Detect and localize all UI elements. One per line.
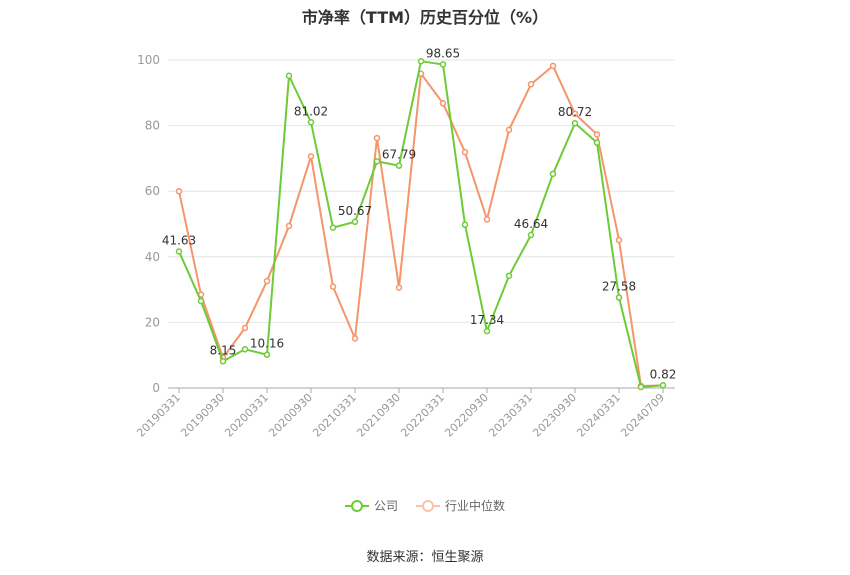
- data-label-company-20190930: 8.15: [210, 343, 237, 357]
- point-company-20211231: [417, 58, 425, 65]
- point-industry-20230930: [571, 110, 579, 118]
- point-industry-20231231: [593, 131, 601, 138]
- point-company-20200930: [307, 119, 315, 126]
- point-company-20191231: [241, 346, 249, 353]
- data-source-note: 数据来源：恒生聚源: [366, 550, 484, 565]
- point-industry-20220331: [439, 100, 447, 107]
- point-company-20220331: [439, 61, 447, 68]
- data-label-company-20210930: 67.79: [382, 148, 416, 162]
- point-company-20210331: [351, 218, 359, 226]
- point-company-20210930: [395, 162, 403, 169]
- point-company-20200331: [263, 351, 271, 358]
- point-company-20220930: [483, 327, 491, 335]
- legend-swatch-company: [344, 499, 369, 512]
- legend-item-company[interactable]: 公司: [344, 497, 398, 514]
- y-tick-label-20: 20: [145, 315, 160, 329]
- y-tick-label-0: 0: [152, 381, 160, 395]
- point-industry-20230331: [527, 81, 535, 88]
- legend: 公司 行业中位数: [0, 497, 850, 514]
- point-industry-20220630: [461, 148, 469, 156]
- point-industry-20221231: [505, 126, 513, 134]
- point-company-20230630: [549, 170, 557, 178]
- y-tick-label-80: 80: [145, 119, 160, 133]
- point-company-20200630: [285, 72, 293, 79]
- point-industry-20220930: [483, 216, 491, 223]
- legend-label-company: 公司: [373, 499, 398, 513]
- y-tick-label-40: 40: [145, 250, 160, 264]
- x-tick-label-20190930: 20190930: [178, 391, 227, 440]
- data-label-company-20200930: 81.02: [294, 104, 328, 118]
- point-industry-20230630: [549, 62, 557, 70]
- grid-lines: [168, 59, 675, 323]
- x-tick-label-20200930: 20200930: [266, 391, 315, 440]
- point-industry-20210930: [395, 284, 403, 291]
- point-company-20240709: [659, 382, 667, 389]
- data-label-company-20200331: 10.16: [250, 337, 284, 351]
- x-tick-label-20230331: 20230331: [486, 391, 535, 440]
- point-company-20190630: [197, 297, 205, 305]
- point-company-20190930: [219, 358, 227, 365]
- point-industry-20190331: [175, 187, 183, 195]
- data-label-company-20230331: 46.64: [514, 217, 548, 231]
- point-company-20240630: [637, 383, 645, 391]
- point-company-20220630: [461, 221, 469, 228]
- x-tick-label-20200331: 20200331: [222, 391, 271, 440]
- chart-title: 市净率（TTM）历史百分位（%）: [301, 8, 549, 27]
- x-tick-label-20190331: 20190331: [134, 391, 183, 440]
- point-company-20240331: [615, 294, 623, 301]
- x-tick-label-20210331: 20210331: [310, 391, 359, 440]
- point-industry-20200630: [285, 222, 293, 230]
- point-company-20231231: [593, 139, 601, 146]
- x-tick-label-20220331: 20220331: [398, 391, 447, 440]
- y-tick-label-100: 100: [137, 53, 160, 67]
- data-label-company-20220331: 98.65: [426, 46, 460, 60]
- data-label-company-20230930: 80.72: [558, 105, 592, 119]
- point-company-20190331: [175, 248, 183, 255]
- legend-item-industry[interactable]: 行业中位数: [416, 497, 505, 514]
- x-tick-label-20240331: 20240331: [574, 391, 623, 440]
- x-tick-label-20230930: 20230930: [530, 391, 579, 440]
- line-chart: 0 20 40 60 80 100 2019033120190930202003312020…: [134, 46, 677, 440]
- x-tick-label-20220930: 20220930: [442, 391, 491, 440]
- point-company-20230331: [527, 231, 535, 239]
- axes: 0 20 40 60 80 100 2019033120190930202003312020…: [134, 53, 675, 440]
- data-labels: 41.63 8.15 10.16 81.02 50.67 67.79 98.65 17.34 4…: [162, 46, 677, 381]
- point-company-20201231: [329, 224, 337, 231]
- legend-label-industry: 行业中位数: [445, 499, 506, 513]
- point-industry-20240331: [615, 236, 623, 244]
- x-tick-label-20240709: 20240709: [618, 391, 667, 440]
- series-lines: [175, 58, 667, 391]
- data-label-company-20190331: 41.63: [162, 233, 196, 247]
- data-label-company-20220930: 17.34: [470, 313, 504, 327]
- data-label-company-20210331: 50.67: [338, 204, 372, 218]
- point-company-20230930: [571, 119, 579, 127]
- y-tick-label-60: 60: [145, 184, 160, 198]
- data-label-company-20240331: 27.58: [602, 280, 636, 294]
- point-industry-20210630: [373, 134, 381, 142]
- point-industry-20200331: [263, 277, 271, 285]
- legend-swatch-industry: [416, 499, 440, 512]
- point-industry-20200930: [307, 153, 315, 160]
- point-industry-20201231: [329, 283, 337, 290]
- point-company-20221231: [505, 272, 513, 280]
- point-industry-20191231: [241, 324, 249, 332]
- data-label-company-20240709: 0.82: [650, 367, 677, 381]
- point-company-20210630: [373, 158, 381, 165]
- point-industry-20210331: [351, 335, 359, 342]
- x-tick-label-20210930: 20210930: [354, 391, 403, 440]
